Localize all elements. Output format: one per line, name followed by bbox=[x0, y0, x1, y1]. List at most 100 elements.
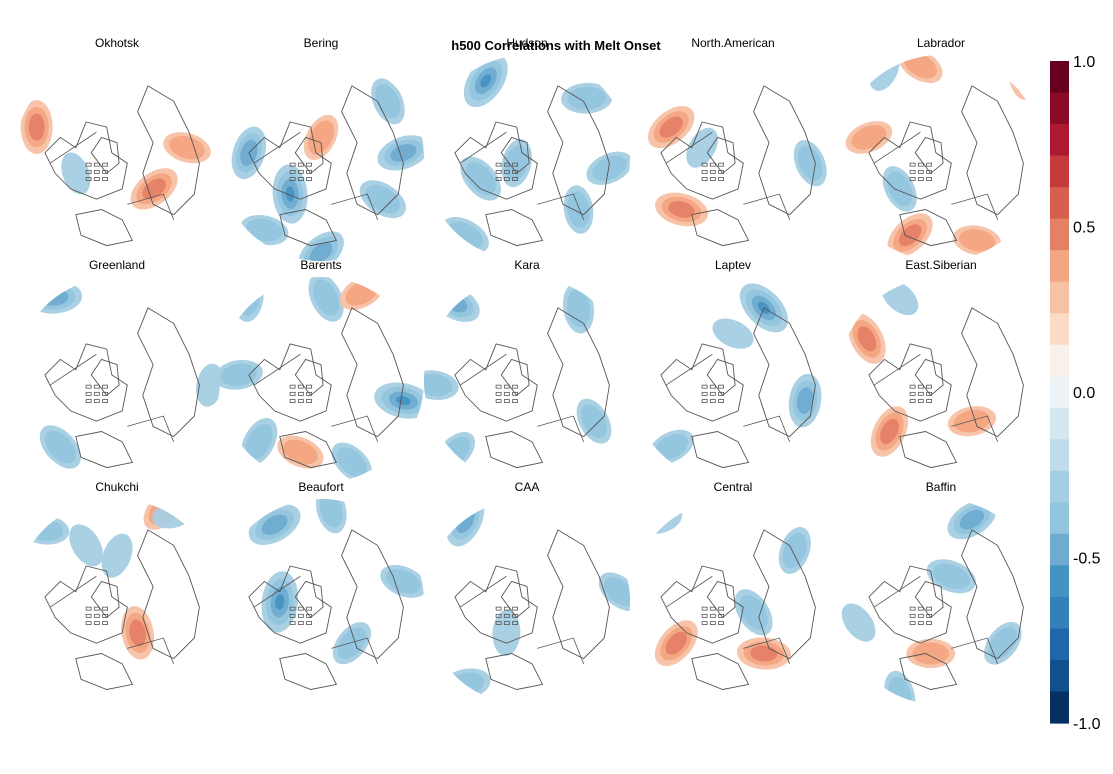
correlation-blob bbox=[446, 499, 485, 547]
correlation-blob bbox=[261, 571, 299, 633]
colorbar-tick-label: -1.0 bbox=[1073, 716, 1101, 733]
coastlines bbox=[660, 307, 816, 469]
correlation-blob bbox=[439, 668, 491, 701]
coastlines bbox=[868, 529, 1024, 690]
correlation-blob bbox=[101, 533, 133, 578]
coastlines bbox=[44, 307, 200, 469]
correlation-blob bbox=[121, 606, 155, 660]
correlation-blob bbox=[308, 277, 344, 322]
correlation-blob bbox=[562, 282, 595, 334]
panel-greenland: Greenland bbox=[28, 258, 220, 469]
correlation-blob bbox=[61, 152, 91, 195]
correlation-blob bbox=[598, 572, 630, 611]
panel-central: Central bbox=[639, 480, 816, 690]
panel-chukchi: Chukchi bbox=[20, 480, 200, 690]
correlation-blob bbox=[460, 156, 501, 201]
correlation-blob bbox=[984, 621, 1022, 665]
coastlines bbox=[454, 529, 610, 690]
colorbar-swatch bbox=[1050, 502, 1069, 535]
correlation-blob bbox=[374, 382, 424, 419]
panel-bering: Bering bbox=[231, 36, 424, 261]
correlation-blob bbox=[234, 277, 264, 322]
coastlines bbox=[248, 529, 404, 690]
correlation-blob bbox=[218, 359, 263, 390]
correlation-blob bbox=[303, 114, 339, 161]
panel-title: Chukchi bbox=[95, 480, 138, 494]
chart-title: h500 Correlations with Melt Onset bbox=[451, 38, 661, 53]
panel-north-american: North.American bbox=[647, 36, 827, 247]
coastlines bbox=[868, 85, 1024, 247]
correlation-blob bbox=[298, 231, 344, 261]
correlation-blob bbox=[463, 55, 508, 108]
coastlines bbox=[44, 529, 200, 690]
correlation-blob bbox=[1008, 55, 1039, 100]
correlation-blob bbox=[143, 499, 184, 530]
correlation-blob bbox=[947, 406, 997, 437]
panel-title: Labrador bbox=[917, 36, 965, 50]
colorbar-swatch bbox=[1050, 92, 1069, 125]
coastlines bbox=[454, 307, 610, 469]
correlation-blob bbox=[332, 622, 371, 665]
panel-title: North.American bbox=[691, 36, 774, 50]
correlation-blob bbox=[69, 524, 103, 567]
correlation-blob bbox=[20, 515, 70, 545]
correlation-blob bbox=[28, 281, 83, 314]
colorbar-swatch bbox=[1050, 155, 1069, 188]
correlation-blob bbox=[841, 603, 876, 642]
correlation-blob bbox=[869, 55, 900, 91]
correlation-blob bbox=[639, 505, 683, 534]
correlation-blob bbox=[926, 559, 976, 594]
coastlines bbox=[454, 85, 610, 247]
correlation-blob bbox=[563, 185, 594, 234]
colorbar-swatch bbox=[1050, 250, 1069, 283]
correlation-blob bbox=[870, 406, 909, 457]
panel-title: Hudson bbox=[506, 36, 547, 50]
correlation-blob bbox=[39, 425, 81, 469]
panel-title: Baffin bbox=[926, 480, 956, 494]
correlation-blob bbox=[576, 398, 612, 444]
correlation-blob bbox=[196, 363, 220, 407]
coastlines bbox=[248, 307, 404, 469]
correlation-blob bbox=[736, 637, 791, 670]
colorbar-swatch bbox=[1050, 61, 1069, 94]
coastlines bbox=[868, 307, 1024, 469]
correlation-blob bbox=[686, 127, 718, 168]
colorbar-swatch bbox=[1050, 596, 1069, 630]
colorbar-swatch bbox=[1050, 470, 1069, 503]
correlation-blob bbox=[906, 638, 956, 669]
colorbar: 1.0 0.5 0.0 -0.5 -1.0 bbox=[1050, 54, 1101, 733]
panel-grid: Okhotsk Bering Hudson North.American Labrado… bbox=[20, 36, 1039, 705]
correlation-blob bbox=[359, 180, 406, 219]
correlation-blob bbox=[130, 168, 178, 210]
panel-okhotsk: Okhotsk bbox=[20, 36, 211, 247]
panel-labrador: Labrador bbox=[845, 36, 1039, 258]
correlation-blob bbox=[655, 192, 708, 227]
correlation-blob bbox=[654, 620, 698, 667]
correlation-blob bbox=[848, 313, 886, 364]
correlation-blob bbox=[788, 373, 822, 428]
panel-laptev: Laptev bbox=[648, 258, 822, 469]
correlation-blob bbox=[424, 370, 459, 401]
colorbar-swatch bbox=[1050, 439, 1069, 472]
panel-baffin: Baffin bbox=[841, 480, 1024, 705]
panel-hudson: Hudson bbox=[441, 36, 630, 254]
correlation-blob bbox=[277, 435, 324, 469]
correlation-blob bbox=[241, 417, 278, 466]
panel-east-siberian: East.Siberian bbox=[848, 258, 1024, 469]
colorbar-tick-label: 0.0 bbox=[1073, 385, 1095, 402]
correlation-blob bbox=[882, 166, 917, 212]
colorbar-swatch bbox=[1050, 187, 1069, 220]
panel-title: Central bbox=[714, 480, 753, 494]
panel-title: Beaufort bbox=[298, 480, 344, 494]
correlation-blob bbox=[561, 82, 613, 114]
colorbar-tick-label: 1.0 bbox=[1073, 54, 1095, 71]
panel-title: Okhotsk bbox=[95, 36, 140, 50]
correlation-blob bbox=[331, 442, 373, 483]
correlation-blob bbox=[648, 429, 694, 465]
correlation-blob bbox=[163, 132, 211, 164]
colorbar-swatch bbox=[1050, 218, 1069, 251]
coastlines bbox=[44, 85, 200, 247]
correlation-blob bbox=[586, 151, 630, 185]
colorbar-swatch bbox=[1050, 628, 1069, 661]
